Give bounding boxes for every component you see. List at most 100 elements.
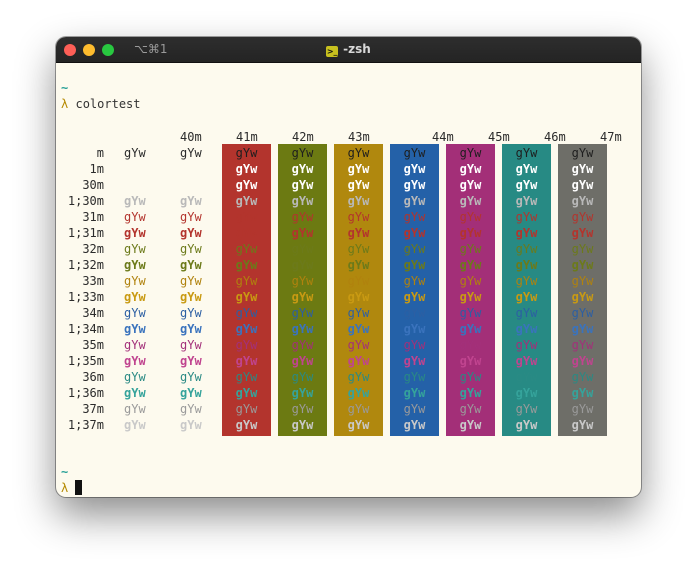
sample-cell: gYw: [124, 306, 146, 320]
title-bar: ⌥⌘1 >_ -zsh: [56, 37, 641, 63]
sample-cell: gYw: [516, 242, 538, 256]
sample-cell: gYw: [516, 418, 538, 432]
sample-cell: gYw: [292, 338, 314, 352]
sample-cell: gYw: [180, 274, 202, 288]
sample-cell: gYw: [236, 386, 258, 400]
bg-block-42m: [278, 144, 327, 436]
sample-cell: gYw: [460, 290, 482, 304]
sample-cell: gYw: [124, 290, 146, 304]
sample-cell: gYw: [460, 274, 482, 288]
sample-cell: gYw: [572, 242, 594, 256]
bg-header-43m: 43m: [348, 130, 370, 144]
sample-cell: gYw: [124, 370, 146, 384]
fg-label-1-30m: 1;30m: [68, 194, 104, 208]
sample-cell: gYw: [292, 146, 314, 160]
sample-cell: gYw: [124, 210, 146, 224]
fg-label-34m: 34m: [82, 306, 104, 320]
window-title: >_ -zsh: [56, 42, 641, 57]
sample-cell: gYw: [460, 146, 482, 160]
sample-cell: gYw: [460, 178, 482, 192]
fg-label-32m: 32m: [82, 242, 104, 256]
sample-cell: gYw: [404, 306, 426, 320]
sample-cell: gYw: [124, 258, 146, 272]
sample-cell: gYw: [292, 402, 314, 416]
sample-cell: gYw: [460, 226, 482, 240]
sample-cell: gYw: [516, 226, 538, 240]
bg-header-46m: 46m: [544, 130, 566, 144]
sample-cell: gYw: [404, 290, 426, 304]
colortest-output: 40m 41m 42m 43m 44m 45m 46m 47m m gYw gYw gYw gYw gYw…: [68, 130, 622, 436]
fg-label-36m: 36m: [82, 370, 104, 384]
close-button[interactable]: [64, 44, 76, 56]
sample-cell: gYw: [292, 210, 314, 224]
fg-label-1-35m: 1;35m: [68, 354, 104, 368]
sample-cell: gYw: [516, 354, 538, 368]
bg-block-41m: [222, 144, 271, 436]
sample-cell: gYw: [236, 242, 258, 256]
sample-cell: gYw: [572, 178, 594, 192]
minimize-button[interactable]: [83, 44, 95, 56]
sample-cell: gYw: [572, 274, 594, 288]
sample-cell: gYw: [180, 418, 202, 432]
sample-cell: gYw: [516, 194, 538, 208]
sample-cell: gYw: [236, 226, 258, 240]
sample-cell: gYw: [236, 194, 258, 208]
fg-label-1-31m: 1;31m: [68, 226, 104, 240]
command-line: λ colortest: [61, 96, 141, 112]
sample-cell: gYw: [572, 354, 594, 368]
active-prompt-line[interactable]: λ: [61, 480, 83, 496]
sample-cell: gYw: [292, 274, 314, 288]
sample-cell: gYw: [292, 178, 314, 192]
sample-cell: gYw: [348, 402, 370, 416]
zoom-button[interactable]: [102, 44, 114, 56]
fg-label-m: m: [97, 146, 104, 160]
fg-label-30m: 30m: [82, 178, 104, 192]
sample-cell: gYw: [236, 178, 258, 192]
sample-cell: gYw: [348, 338, 370, 352]
sample-cell: gYw: [572, 370, 594, 384]
sample-cell: gYw: [572, 418, 594, 432]
sample-cell: gYw: [516, 306, 538, 320]
sample-cell: gYw: [572, 322, 594, 336]
sample-cell: gYw: [404, 242, 426, 256]
sample-cell: gYw: [404, 386, 426, 400]
sample-cell: gYw: [124, 242, 146, 256]
sample-cell: gYw: [404, 274, 426, 288]
sample-cell: gYw: [404, 338, 426, 352]
sample-cell: gYw: [348, 274, 370, 288]
sample-cell: gYw: [236, 290, 258, 304]
sample-cell: gYw: [180, 306, 202, 320]
sample-cell: gYw: [460, 322, 482, 336]
sample-cell: gYw: [124, 354, 146, 368]
sample-cell: gYw: [516, 210, 538, 224]
sample-cell: gYw: [124, 402, 146, 416]
fg-label-1-32m: 1;32m: [68, 258, 104, 272]
sample-cell: gYw: [572, 306, 594, 320]
sample-cell: gYw: [292, 194, 314, 208]
bg-block-47m: [558, 144, 607, 436]
sample-cell: gYw: [348, 306, 370, 320]
sample-cell: gYw: [348, 418, 370, 432]
sample-cell: gYw: [180, 242, 202, 256]
sample-cell: gYw: [460, 402, 482, 416]
sample-cell: gYw: [180, 258, 202, 272]
sample-cell: gYw: [404, 194, 426, 208]
sample-cell: gYw: [516, 386, 538, 400]
sample-cell: gYw: [180, 370, 202, 384]
sample-cell: gYw: [180, 386, 202, 400]
sample-cell: gYw: [236, 354, 258, 368]
sample-cell: gYw: [236, 274, 258, 288]
sample-cell: gYw: [180, 226, 202, 240]
sample-cell: gYw: [572, 290, 594, 304]
sample-cell: gYw: [572, 338, 594, 352]
sample-cell: gYw: [348, 194, 370, 208]
sample-cell: gYw: [460, 242, 482, 256]
sample-cell: gYw: [348, 178, 370, 192]
sample-cell: gYw: [404, 322, 426, 336]
fg-label-1-34m: 1;34m: [68, 322, 104, 336]
bg-block-43m: [334, 144, 383, 436]
bg-header-40m: 40m: [180, 130, 202, 144]
sample-cell: gYw: [124, 274, 146, 288]
sample-cell: gYw: [404, 146, 426, 160]
sample-cell: gYw: [348, 210, 370, 224]
